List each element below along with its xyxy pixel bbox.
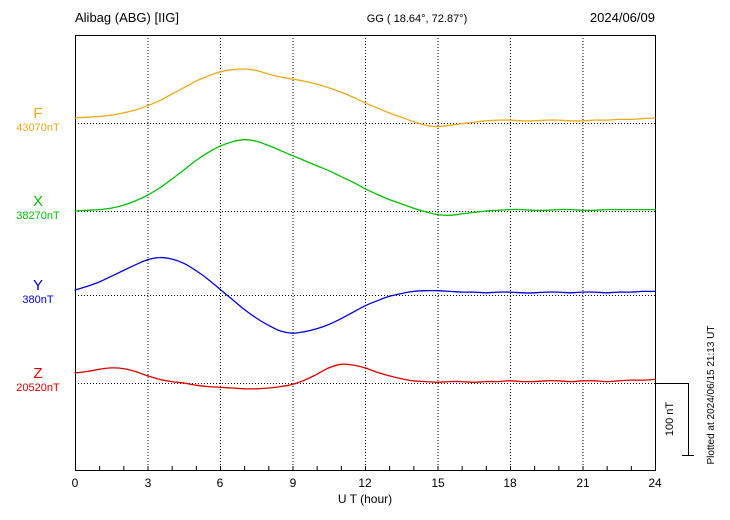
component-baseline-z: 20520nT <box>16 382 60 394</box>
component-baseline-f: 43070nT <box>16 122 60 134</box>
component-label-x: X 38270nT <box>6 193 70 223</box>
record-date: 2024/06/09 <box>589 10 655 25</box>
component-baseline-y: 380nT <box>22 294 54 306</box>
component-label-y: Y 380nT <box>6 277 70 307</box>
geographic-coordinates: GG ( 18.64°, 72.87°) <box>366 13 468 25</box>
scale-bar-label: 100 nT <box>664 401 676 437</box>
component-letter-z: Z <box>33 365 43 382</box>
plotted-at-note: Plotted at 2024/06/15 21:13 UT <box>706 325 717 465</box>
x-tick-21: 21 <box>576 476 590 490</box>
component-label-f: F 43070nT <box>6 105 70 135</box>
x-tick-6: 6 <box>216 476 224 490</box>
x-tick-15: 15 <box>431 476 445 490</box>
x-tick-3: 3 <box>144 476 152 490</box>
x-tick-0: 0 <box>71 476 79 490</box>
x-tick-24: 24 <box>648 476 662 490</box>
component-letter-f: F <box>33 105 43 122</box>
x-axis-label: U T (hour) <box>337 492 393 506</box>
component-baseline-x: 38270nT <box>16 210 60 222</box>
x-tick-18: 18 <box>503 476 517 490</box>
x-tick-9: 9 <box>289 476 297 490</box>
component-letter-x: X <box>32 193 43 210</box>
x-tick-12: 12 <box>358 476 372 490</box>
component-letter-y: Y <box>32 277 43 294</box>
station-title: Alibag (ABG) [IIG] <box>75 10 180 25</box>
component-label-z: Z 20520nT <box>6 365 70 395</box>
